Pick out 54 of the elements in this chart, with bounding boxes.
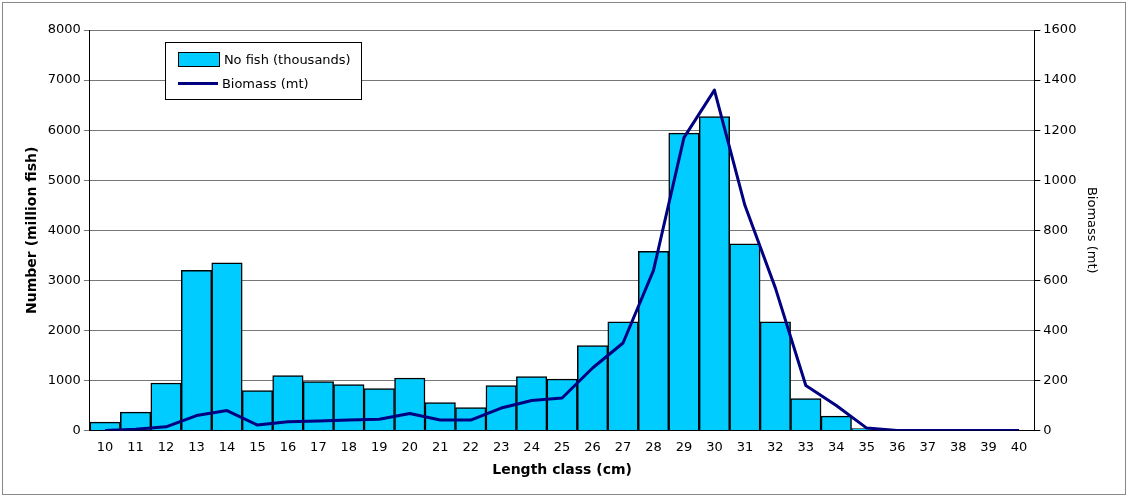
x-tick-label: 23	[492, 438, 510, 454]
y-tick-label: 5000	[47, 171, 81, 187]
x-tick-label: 16	[279, 438, 297, 454]
y-tick-label: 4000	[47, 221, 81, 237]
x-tick-label: 18	[340, 438, 358, 454]
y-tick-label: 6000	[47, 121, 81, 137]
y2-tick-label: 1600	[1043, 21, 1077, 37]
x-tick-label: 31	[736, 438, 754, 454]
x-tick-label: 33	[797, 438, 815, 454]
y-axis-title: Number (million fish)	[23, 146, 40, 314]
x-tick-label: 37	[919, 438, 936, 454]
x-tick-label: 27	[614, 438, 632, 454]
x-tick-label: 35	[858, 438, 876, 454]
y2-tick-label: 600	[1043, 271, 1069, 287]
x-tick-label: 22	[462, 438, 479, 454]
x-axis-title: Length class (cm)	[492, 461, 632, 478]
x-tick-label: 40	[1010, 438, 1028, 454]
y-tick-label: 2000	[47, 321, 81, 337]
legend-label: Biomass (mt)	[221, 75, 309, 91]
y2-tick-label: 800	[1043, 221, 1069, 237]
x-tick-label: 30	[706, 438, 723, 454]
y2-axis-title: Biomass (mt)	[1084, 186, 1100, 274]
legend-label: No fish (thousands)	[223, 51, 351, 67]
x-tick-label: 12	[157, 438, 175, 454]
x-tick-label: 29	[675, 438, 693, 454]
x-tick-label: 26	[584, 438, 601, 454]
x-tick-label: 39	[980, 438, 997, 454]
x-tick-label: 11	[127, 438, 144, 454]
y2-tick-label: 200	[1043, 371, 1069, 387]
x-tick-label: 15	[249, 438, 266, 454]
y2-tick-label: 0	[1043, 421, 1052, 437]
x-tick-label: 14	[218, 438, 236, 454]
y2-tick-label: 1200	[1043, 121, 1077, 137]
y-tick-label: 3000	[47, 271, 81, 287]
x-tick-label: 25	[553, 438, 571, 454]
x-tick-label: 36	[888, 438, 906, 454]
x-tick-label: 19	[371, 438, 388, 454]
y-tick-label: 8000	[47, 21, 81, 37]
x-tick-label: 34	[828, 438, 845, 454]
x-tick-label: 32	[767, 438, 784, 454]
y2-tick-label: 1400	[1043, 71, 1077, 87]
x-tick-label: 17	[310, 438, 327, 454]
y2-tick-label: 1000	[1043, 171, 1077, 187]
x-tick-label: 10	[96, 438, 114, 454]
x-tick-label: 13	[188, 438, 205, 454]
x-tick-label: 21	[431, 438, 449, 454]
x-tick-label: 38	[949, 438, 967, 454]
x-tick-label: 20	[401, 438, 419, 454]
y-tick-label: 1000	[47, 371, 81, 387]
y-tick-label: 7000	[47, 71, 81, 87]
x-tick-label: 24	[523, 438, 540, 454]
y2-tick-label: 400	[1043, 321, 1069, 337]
y-tick-label: 0	[72, 421, 81, 437]
x-tick-label: 28	[645, 438, 662, 454]
